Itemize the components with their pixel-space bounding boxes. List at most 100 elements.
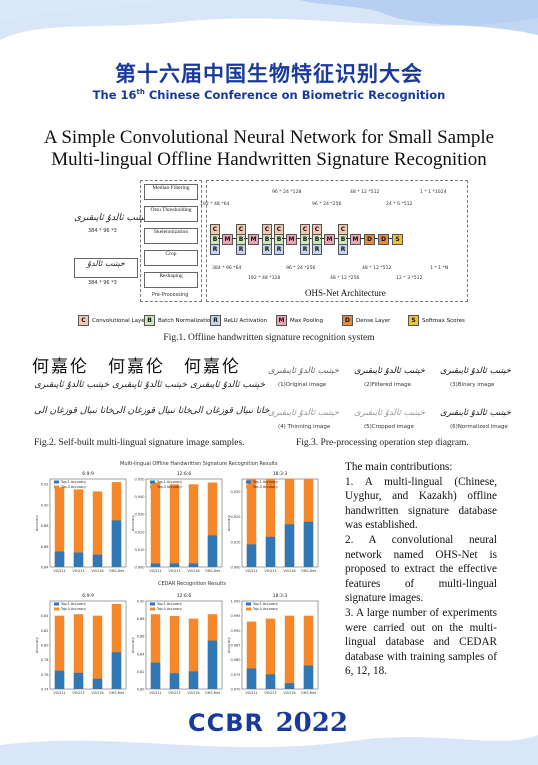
x-tick-label: VGG13 (72, 569, 84, 573)
legend-swatch (54, 607, 59, 611)
uyghur-sample-3: خېتىب ئالدۇ ئايىقىرى (190, 380, 266, 390)
uyghur-sample-2: خېتىب ئالدۇ ئايىقىرى (112, 380, 188, 390)
fig3-label: (4) Thinning image (278, 424, 331, 430)
contribution-3: 3. A large number of experiments were ca… (345, 606, 497, 678)
bar-top5 (54, 615, 65, 689)
chart-title: 12:6:6 (177, 593, 192, 599)
bar-top5 (150, 482, 161, 567)
arch-block-r: R (274, 244, 284, 255)
fig3-steps: خېتىب ئالدۇ ئايىقىرى (1)Original image خېت… (262, 352, 522, 434)
bar-top1 (265, 536, 276, 567)
bar-top1 (73, 672, 84, 689)
bar-top1 (150, 563, 161, 567)
charts-bottom-title: CEDAR Recognition Results (158, 581, 226, 587)
legend-swatch (246, 602, 251, 606)
arch-block-m: M (222, 234, 233, 245)
fig1-diagram: خېتىب ئالدۇ ئايىقىرى 384 * 96 *3 خېتىب ئ… (70, 180, 470, 330)
arch-arrow (388, 238, 392, 239)
legend-swatch (150, 602, 155, 606)
y-tick-label: 0.970 (230, 688, 240, 692)
x-tick-label: VGG11 (149, 691, 161, 695)
legend-swatch (54, 602, 59, 606)
x-tick-label: VGG13 (168, 569, 180, 573)
fig3-label: (3)Binary image (450, 382, 495, 388)
bar-top1 (265, 674, 276, 689)
y-tick-label: 0.86 (41, 545, 49, 549)
y-tick-label: 0.76 (41, 673, 49, 677)
arch-block-r: R (262, 244, 272, 255)
y-tick-label: 0.930 (230, 490, 240, 494)
legend-label: Convolutional Layer (92, 318, 147, 324)
x-tick-label: VGG11 (53, 691, 65, 695)
legend-label: Top-1 Accuracy (60, 480, 86, 484)
y-tick-label: 0.995 (230, 614, 240, 618)
arch-arrow (270, 238, 274, 239)
x-tick-label: OHS-Net (205, 569, 221, 573)
bar-top1 (73, 552, 84, 567)
preprocessing-label: Pre-Processing (152, 292, 189, 298)
legend-item: C Convolutional Layer (78, 315, 147, 326)
x-tick-label: VGG11 (53, 569, 65, 573)
kazakh-sample-3: خاتا نىيال قوزغان الى (190, 406, 270, 416)
legend-label: Max Pooling (290, 318, 324, 324)
bar-chart: 18:3:3 0.970 0.975 0.980 0.985 0.990 0.995 1.00… (227, 593, 319, 695)
fig3-signature: خېتىب ئالدۇ ئايىقىرى (354, 408, 425, 418)
y-axis-label: Accuracy (131, 515, 135, 531)
legend-label: Top-1 Accuracy (156, 480, 182, 484)
arch-arrow (258, 238, 262, 239)
fig3-signature: خېتىب ئالدۇ ئايىقىرى (440, 366, 511, 376)
y-tick-label: 0.920 (134, 530, 144, 534)
bar-top1 (284, 683, 295, 689)
dim-bottom: 48 * 12 *512 (362, 266, 392, 271)
conference-title-en: The 16th Chinese Conference on Biometric… (92, 88, 446, 102)
bar-top1 (188, 563, 199, 567)
legend-swatch: M (276, 315, 287, 326)
legend-label: Top-5 Accuracy (156, 607, 182, 611)
footer-decoration (0, 735, 538, 765)
y-tick-label: 0.920 (230, 515, 240, 519)
output-dim: 384 * 96 *3 (88, 280, 117, 286)
arch-block-d: D (364, 234, 375, 245)
x-tick-label: OHS-Net (109, 569, 125, 573)
arch-arrow (282, 238, 286, 239)
x-tick-label: VGG13 (72, 691, 84, 695)
y-tick-label: 0.975 (230, 673, 240, 677)
legend-swatch (150, 480, 155, 484)
fig1-legend: C Convolutional Layer B Batch Normalization… (78, 315, 478, 327)
y-tick-label: 0.930 (134, 513, 144, 517)
y-tick-label: 0.900 (230, 566, 240, 570)
charts-top-title: Multi-lingual Offline Handwritten Signat… (120, 461, 278, 467)
bar-top1 (207, 535, 218, 567)
fig3-signature: خېتىب ئالدۇ ئايىقىرى (440, 408, 511, 418)
x-tick-label: OHS-Net (109, 691, 125, 695)
legend-label: ReLU Activation (224, 318, 268, 324)
bar-top5 (54, 487, 65, 567)
chart-title: 6:9:9 (82, 471, 94, 477)
arch-arrow (218, 238, 222, 239)
bar-chart: 12:6:6 0.900 0.910 0.920 0.930 0.940 0.950 Accu… (131, 471, 223, 573)
legend-item: B Batch Normalization (144, 315, 214, 326)
x-tick-label: VGG13 (168, 691, 180, 695)
bar-top5 (169, 484, 180, 567)
arch-block-r: R (210, 244, 220, 255)
dim-top: 48 * 12 *512 (350, 190, 380, 195)
bar-top1 (169, 673, 180, 689)
arch-arrow (244, 238, 248, 239)
legend-swatch (150, 607, 155, 611)
dim-top: 96 * 24 *128 (272, 190, 302, 195)
bar-chart: 12:6:6 0.80 0.82 0.84 0.86 0.88 0.90 Accuracy VG… (131, 593, 223, 695)
legend-label: Top-5 Accuracy (156, 485, 182, 489)
arch-block-s: S (392, 234, 403, 245)
bar-top1 (246, 668, 257, 689)
arch-arrow (308, 238, 312, 239)
y-tick-label: 0.82 (137, 670, 145, 674)
preprocess-step: Skeletonization (144, 228, 198, 244)
bar-top1 (303, 665, 314, 689)
y-tick-label: 0.80 (137, 688, 145, 692)
y-tick-label: 0.940 (134, 495, 144, 499)
legend-label: Top-1 Accuracy (252, 602, 278, 606)
bar-chart: 6:9:9 0.74 0.76 0.78 0.80 0.82 0.84 Accuracy VGG… (35, 593, 127, 695)
preprocess-step: Otsu Thresholding (144, 206, 198, 222)
dim-bottom: 96 * 24 *256 (286, 266, 316, 271)
legend-swatch: B (144, 315, 155, 326)
